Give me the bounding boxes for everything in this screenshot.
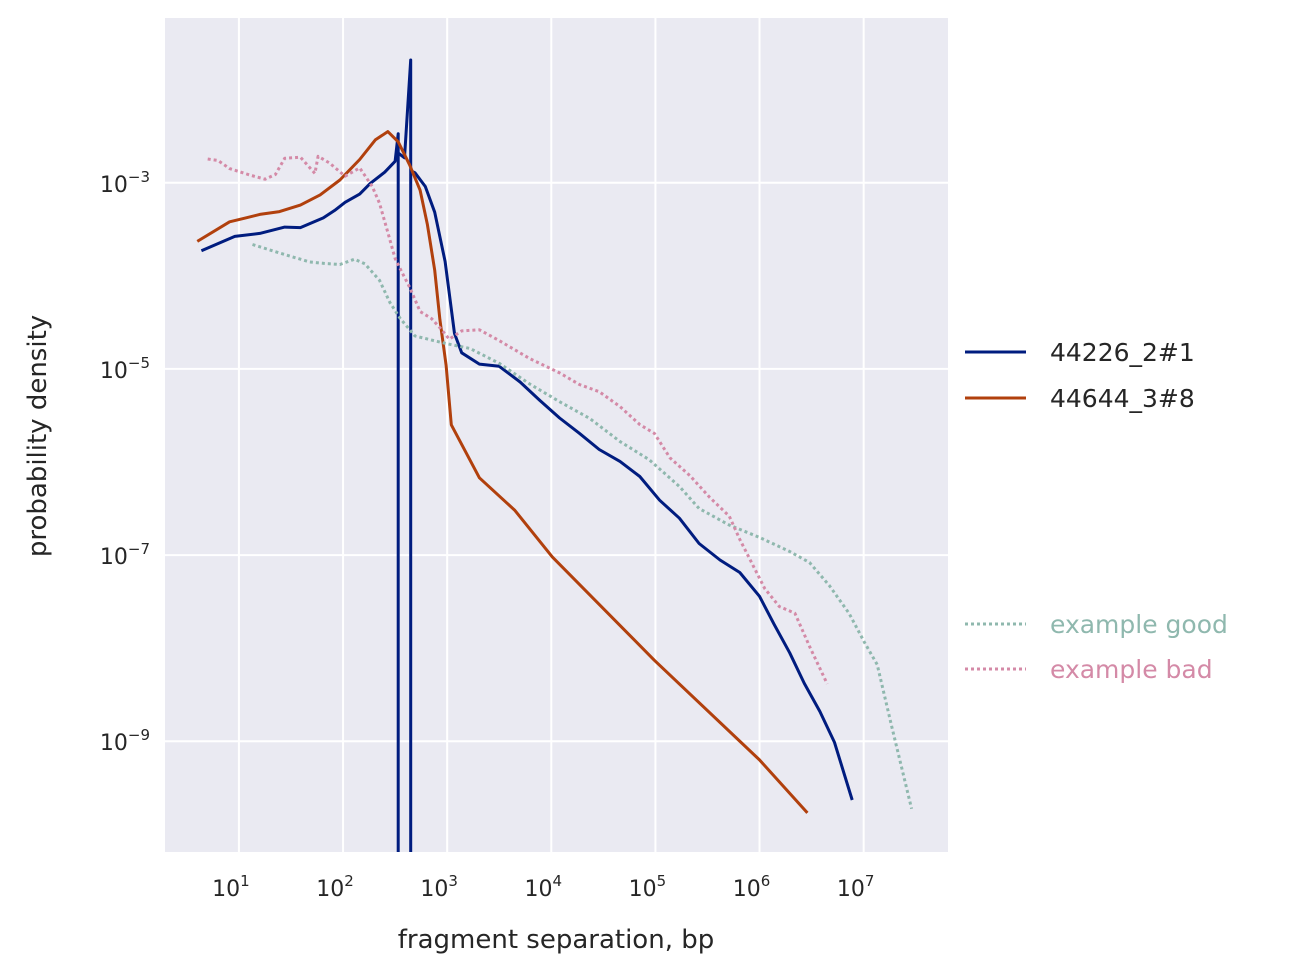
y-axis-label: probability density	[23, 315, 53, 557]
y-tick-label: 10−5	[100, 354, 150, 384]
legend-item: example good	[965, 610, 1228, 639]
x-tick-label: 103	[420, 872, 458, 902]
legend-label: 44644_3#8	[1050, 384, 1195, 413]
legend-label: 44226_2#1	[1050, 338, 1195, 367]
y-tick-label: 10−3	[100, 168, 150, 198]
x-tick-label: 106	[733, 872, 771, 902]
legend-item: 44644_3#8	[965, 384, 1195, 413]
x-tick-label: 105	[629, 872, 667, 902]
legend-item: 44226_2#1	[965, 338, 1195, 367]
x-tick-label: 107	[837, 872, 875, 902]
x-tick-label: 101	[212, 872, 250, 902]
grid	[165, 18, 948, 852]
x-axis-label: fragment separation, bp	[398, 925, 714, 955]
series-line-example-bad	[207, 154, 829, 685]
y-tick-label: 10−7	[100, 540, 150, 570]
legend-label: example good	[1050, 610, 1228, 639]
x-tick-label: 104	[525, 872, 563, 902]
x-tick-label: 102	[316, 872, 354, 902]
y-tick-label: 10−9	[100, 726, 150, 756]
legend-label: example bad	[1050, 655, 1213, 684]
plot-area	[165, 18, 948, 852]
series-line-44644-3-8	[196, 130, 809, 814]
y-tick-labels: 10−3 10−5 10−7 10−9	[100, 168, 150, 756]
legend-item: example bad	[965, 655, 1213, 684]
x-tick-labels: 101 102 103 104 105 106 107	[212, 872, 874, 902]
series-line-example-good	[252, 243, 914, 810]
series-line-44226-2-1	[200, 58, 854, 852]
series-lines	[196, 58, 914, 852]
